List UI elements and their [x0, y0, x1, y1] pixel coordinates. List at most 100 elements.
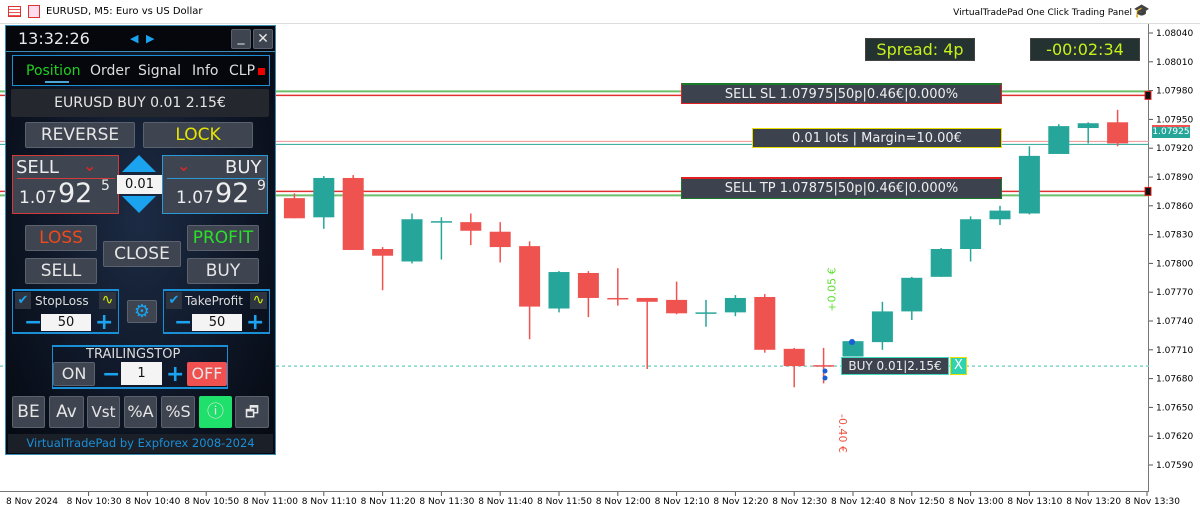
trailing-on-button[interactable]: ON [53, 362, 95, 386]
candle-body [1048, 126, 1070, 154]
panel-footer[interactable]: VirtualTradePad by Expforex 2008-2024 [8, 434, 273, 453]
trailing-off-button[interactable]: OFF [187, 362, 227, 386]
x-tick-label: 8 Nov 13:30 [1125, 497, 1180, 507]
buy-price-sup: 9 [257, 178, 266, 194]
candle-body [1107, 122, 1129, 144]
current-price-tag: 1.07925 [1152, 125, 1190, 138]
x-tick-label: 8 Nov 12:50 [890, 497, 945, 507]
candle-body [313, 177, 335, 218]
stoploss-plus[interactable]: + [95, 310, 114, 335]
percent-a-button[interactable]: %A [124, 396, 157, 428]
stoploss-minus[interactable]: − [24, 310, 43, 335]
stoploss-input[interactable]: 50 [41, 314, 91, 331]
sl-label[interactable]: SELL SL 1.07975|50p|0.46€|0.000% [681, 83, 1002, 104]
y-tick-label: 1.07830 [1156, 231, 1193, 241]
chart-list-icon[interactable] [8, 6, 21, 17]
chart-icon[interactable] [28, 5, 40, 18]
level-marker [1144, 90, 1152, 100]
candle-body [460, 222, 482, 231]
trailing-input[interactable]: 1 [121, 362, 162, 385]
takeprofit-minus[interactable]: − [174, 310, 193, 335]
stoploss-checkbox[interactable]: ✔ [15, 292, 31, 309]
settings-button[interactable]: ⚙ [127, 300, 157, 323]
takeprofit-group [163, 289, 270, 334]
candle-body [519, 246, 541, 307]
candle-body [577, 273, 599, 298]
graduation-cap-icon[interactable]: 🎓 [1133, 4, 1150, 19]
average-button[interactable]: Av [49, 396, 84, 428]
x-tick-label: 8 Nov 11:50 [537, 497, 592, 507]
y-tick-label: 1.07800 [1156, 259, 1193, 269]
takeprofit-checkbox[interactable]: ✔ [166, 292, 182, 309]
tp-label[interactable]: SELL TP 1.07875|50p|0.46€|0.000% [681, 177, 1002, 199]
reverse-button[interactable]: REVERSE [25, 122, 135, 148]
candle-body [372, 249, 394, 256]
window-titlebar: EURUSD, M5: Euro vs US Dollar VirtualTra… [0, 0, 1200, 24]
arrow-left-icon[interactable]: ◀ [130, 32, 139, 45]
tab-order[interactable]: Order [90, 63, 130, 79]
tp-profit-text: +0.05 € [825, 267, 839, 312]
y-tick-label: 1.07950 [1156, 115, 1193, 125]
percent-s-button[interactable]: %S [161, 396, 195, 428]
takeprofit-plus[interactable]: + [246, 310, 265, 335]
y-tick-label: 1.07770 [1156, 288, 1193, 298]
x-tick-label: 8 Nov 13:00 [949, 497, 1004, 507]
takeprofit-input[interactable]: 50 [192, 314, 242, 331]
close-panel-button[interactable]: ✕ [253, 29, 273, 49]
tab-position[interactable]: Position [26, 63, 81, 79]
sell-price-box[interactable]: SELL ⌄ 1.07 92 5 [12, 155, 119, 214]
candle-body [636, 297, 658, 302]
x-tick-label: 8 Nov 11:40 [478, 497, 533, 507]
candle-body [1018, 155, 1040, 214]
candle-body [960, 219, 982, 249]
minimize-button[interactable]: _ [231, 29, 251, 49]
close-loss-button[interactable]: LOSS [25, 225, 97, 251]
candle-body [901, 277, 923, 312]
windows-button[interactable]: 🗗 [235, 396, 269, 428]
takeprofit-trailing-icon[interactable]: ∿ [250, 292, 267, 309]
y-tick-label: 1.07740 [1156, 317, 1193, 327]
virtual-stop-button[interactable]: Vst [87, 396, 120, 428]
candle-body [724, 297, 746, 313]
info-button[interactable]: ⓘ [199, 396, 232, 428]
trailing-plus[interactable]: + [166, 362, 185, 387]
close-position-button[interactable]: X [950, 357, 967, 375]
chevron-down-icon: ⌄ [83, 156, 97, 175]
trailingstop-group [52, 345, 228, 389]
close-profit-button[interactable]: PROFIT [187, 225, 259, 251]
lot-down-arrow[interactable] [122, 196, 156, 213]
buy-price-big: 92 [215, 178, 250, 209]
breakeven-button[interactable]: BE [12, 396, 45, 428]
y-tick-label: 1.07980 [1156, 87, 1193, 97]
x-tick-label: 8 Nov 11:10 [302, 497, 357, 507]
candle-body [871, 311, 893, 343]
takeprofit-label: TakeProfit [185, 294, 243, 308]
y-tick-label: 1.07590 [1156, 461, 1193, 471]
tab-clp[interactable]: CLP [229, 63, 256, 79]
tab-bar: Position Order Signal Info CLP [12, 55, 270, 86]
candle-body [754, 297, 776, 350]
tab-signal[interactable]: Signal [138, 63, 182, 79]
y-tick-label: 1.08040 [1156, 29, 1193, 39]
x-tick-label: 8 Nov 12:20 [713, 497, 768, 507]
lot-up-arrow[interactable] [122, 155, 156, 172]
lock-button[interactable]: LOCK [143, 122, 253, 148]
lot-size-input[interactable]: 0.01 [117, 175, 162, 194]
arrow-right-icon[interactable]: ▶ [146, 32, 155, 45]
buy-price-box[interactable]: ⌄ BUY 1.07 92 9 [162, 155, 268, 214]
chart-area[interactable] [0, 24, 1149, 492]
close-sell-button[interactable]: SELL [25, 258, 97, 284]
trailing-minus[interactable]: − [102, 362, 121, 387]
trade-panel: 13:32:26 ◀ ▶ _ ✕ Position Order Signal I… [5, 25, 276, 455]
tab-info[interactable]: Info [192, 63, 219, 79]
panel-header[interactable]: 13:32:26 ◀ ▶ _ ✕ [6, 26, 275, 52]
entry-arrow-icon [849, 339, 855, 345]
buy-position-label[interactable]: BUY 0.01|2.15€ [841, 357, 949, 375]
close-all-button[interactable]: CLOSE [103, 241, 181, 267]
x-tick-label: 8 Nov 12:40 [831, 497, 886, 507]
candle-body [842, 341, 864, 357]
sell-label: SELL [16, 157, 59, 178]
stoploss-trailing-icon[interactable]: ∿ [99, 292, 116, 309]
close-buy-button[interactable]: BUY [187, 258, 259, 284]
y-tick-label: 1.07920 [1156, 144, 1193, 154]
